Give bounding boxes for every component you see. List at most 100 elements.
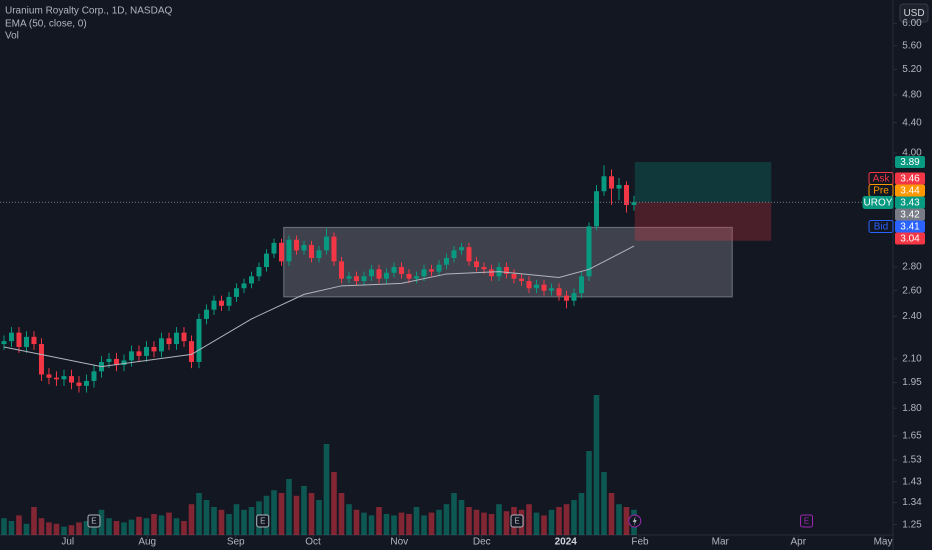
candle-body <box>83 380 89 386</box>
currency-button-label[interactable]: USD <box>903 8 924 19</box>
candle-body <box>609 176 615 189</box>
volume-bar <box>428 512 435 535</box>
volume-bar <box>391 515 397 535</box>
volume-bar <box>338 493 345 535</box>
volume-bar <box>608 493 615 535</box>
candle-body <box>53 377 59 380</box>
candle-body <box>271 242 277 254</box>
currency-button[interactable] <box>899 3 929 23</box>
volume-bar <box>61 526 67 535</box>
volume-bar <box>496 504 502 535</box>
candle-body <box>16 332 22 347</box>
y-tick-label: 1.53 <box>902 455 922 466</box>
volume-bar <box>571 500 577 535</box>
x-tick-label: Oct <box>305 537 321 548</box>
volume-bar <box>166 512 172 535</box>
position-target-zone <box>634 162 772 203</box>
candle-body <box>413 276 419 279</box>
y-tick-label: 1.95 <box>902 377 922 388</box>
candle-body <box>466 247 472 262</box>
candle-body <box>368 269 374 277</box>
candle-body <box>121 360 127 366</box>
y-tick-label: 1.43 <box>902 476 922 487</box>
price-tag-name-box <box>868 219 894 233</box>
x-tick-label: Apr <box>790 537 806 548</box>
candle-body <box>76 382 82 386</box>
candle-body <box>151 346 157 352</box>
x-tick-label: Nov <box>390 537 408 548</box>
candle-body <box>188 341 194 362</box>
event-marker <box>87 514 101 528</box>
volume-bar <box>586 451 592 535</box>
price-tag <box>895 220 925 233</box>
volume-bar <box>421 515 427 535</box>
candle-body <box>113 358 119 366</box>
volume-bar <box>136 516 142 535</box>
volume-bar <box>23 523 30 535</box>
candle-body <box>158 338 164 352</box>
volume-bar <box>458 500 465 535</box>
volume-bar <box>443 504 450 535</box>
volume-bar <box>413 507 420 535</box>
candle-body <box>331 236 337 262</box>
volume-bar <box>548 509 555 535</box>
volume-bar <box>31 507 37 535</box>
event-label: E <box>260 517 265 526</box>
price-tag <box>895 196 925 209</box>
volume-bar <box>211 507 217 535</box>
x-tick-label: 2024 <box>555 537 578 548</box>
candle-body <box>421 269 427 277</box>
volume-bar <box>53 523 60 535</box>
volume-bar <box>316 500 322 535</box>
candle-body <box>594 191 600 227</box>
volume-bar <box>196 493 202 535</box>
volume-bar <box>323 444 330 535</box>
y-tick-label: 1.34 <box>902 497 922 508</box>
candle-body <box>601 176 607 192</box>
candle-body <box>323 236 329 251</box>
volume-bar <box>593 395 600 535</box>
x-tick-label: Feb <box>631 537 649 548</box>
y-tick-label: 2.80 <box>902 262 922 273</box>
price-tag <box>895 208 925 221</box>
volume-bar <box>578 493 585 535</box>
candle-body <box>136 351 142 356</box>
event-marker <box>510 514 524 528</box>
y-tick-label: 4.00 <box>902 148 922 159</box>
news-icon-bolt <box>632 516 637 526</box>
volume-bar <box>406 514 412 535</box>
candle-body <box>451 250 457 259</box>
event-marker <box>800 514 814 528</box>
volume-bar <box>616 504 622 535</box>
volume-bar <box>8 521 15 535</box>
candle-body <box>61 376 67 380</box>
volume-bar <box>563 504 570 535</box>
volume-bar <box>173 518 180 535</box>
volume-bar <box>1 518 7 535</box>
volume-bar <box>203 500 210 535</box>
volume-bar <box>368 515 375 535</box>
candle-body <box>128 351 134 361</box>
volume-bar <box>98 509 105 535</box>
x-tick-label: Sep <box>227 537 245 548</box>
candle-body <box>541 284 547 291</box>
candle-body <box>338 261 344 279</box>
price-tag-value: 3.04 <box>900 234 920 245</box>
price-tag <box>895 232 925 245</box>
candle-body <box>106 358 112 362</box>
volume-bar <box>353 509 360 535</box>
candle-body <box>444 258 450 265</box>
price-tag-name-box <box>862 195 894 209</box>
candle-body <box>38 344 44 375</box>
candle-body <box>519 278 525 282</box>
volume-bar <box>481 512 487 535</box>
volume-bar <box>158 515 165 535</box>
volume-bar <box>271 490 277 535</box>
y-tick-label: 4.80 <box>902 90 922 101</box>
candle-body <box>316 250 322 259</box>
candle-body <box>353 276 359 282</box>
candle-body <box>436 264 442 272</box>
candle-body <box>286 239 292 262</box>
candle-body <box>616 184 622 189</box>
